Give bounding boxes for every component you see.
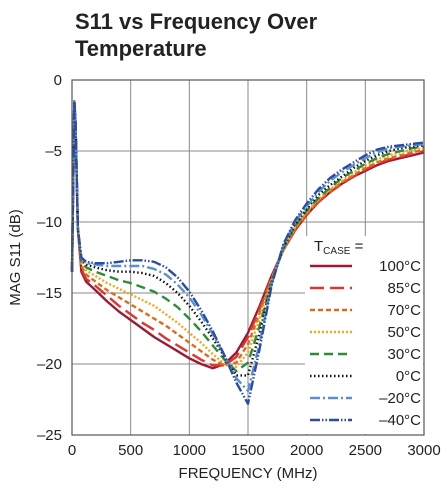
plot-frame <box>71 79 425 436</box>
y-tick-label: –5 <box>45 143 62 160</box>
legend-label-0: 100°C <box>379 258 421 275</box>
y-tick-label: –10 <box>37 214 62 231</box>
legend-label-5: 0°C <box>396 368 421 385</box>
series-line-4 <box>70 100 425 373</box>
x-tick-label: 0 <box>68 442 76 459</box>
chart-title: S11 vs Frequency Over Temperature <box>75 9 318 61</box>
x-axis-label: FREQUENCY (MHz) <box>179 465 318 482</box>
legend-label-7: –40°C <box>379 412 421 429</box>
x-tick-label: 3000 <box>407 442 440 459</box>
x-tick-label: 2500 <box>349 442 382 459</box>
y-tick-label: –15 <box>37 285 62 302</box>
legend-label-4: 30°C <box>387 346 421 363</box>
legend-title: TCASE = <box>314 238 364 257</box>
legend-layer: TCASE = 100°C 85°C 70°C 50°C 30°C 0°C –20°C –40°… <box>305 236 423 434</box>
legend-background <box>305 236 423 434</box>
y-tick-label: –20 <box>37 356 62 373</box>
x-tick-label: 1500 <box>231 442 264 459</box>
legend-label-2: 70°C <box>387 302 421 319</box>
x-tick-label: 1000 <box>173 442 206 459</box>
y-axis-label: MAG S11 (dB) <box>7 209 24 305</box>
legend-label-1: 85°C <box>387 280 421 297</box>
legend-label-3: 50°C <box>387 324 421 341</box>
y-tick-label: 0 <box>54 72 62 89</box>
y-tick-label: –25 <box>37 427 62 444</box>
axis-layer: 0 500 1000 1500 2000 2500 3000 0 –5 –10 –15 –20 –25 F… <box>7 72 441 482</box>
x-tick-label: 500 <box>118 442 143 459</box>
series-line-2 <box>70 100 425 367</box>
legend-label-6: –20°C <box>379 390 421 407</box>
series-line-3 <box>70 100 425 368</box>
x-tick-label: 2000 <box>290 442 323 459</box>
series-line-7 <box>70 100 425 405</box>
series-line-5 <box>70 100 425 377</box>
series-layer <box>70 100 425 405</box>
